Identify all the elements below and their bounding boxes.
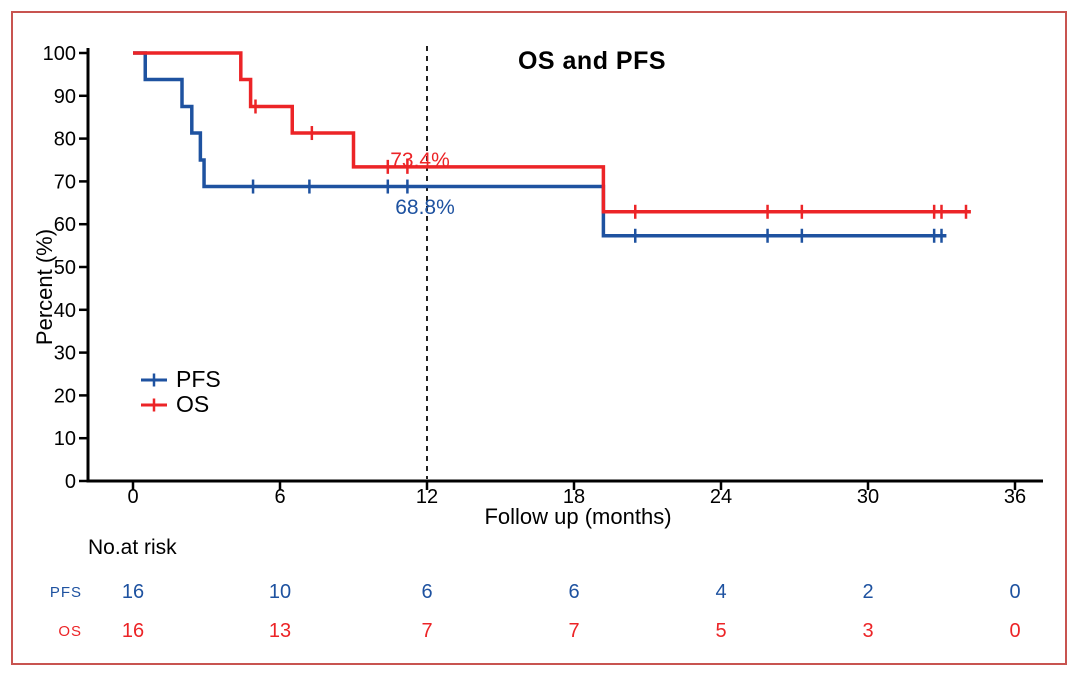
y-tick-label: 80 — [54, 129, 76, 151]
x-tick-label: 30 — [857, 486, 879, 508]
risk-value-os: 3 — [862, 620, 873, 642]
risk-value-os: 5 — [715, 620, 726, 642]
risk-value-os: 13 — [269, 620, 291, 642]
risk-value-os: 7 — [568, 620, 579, 642]
x-tick-label: 6 — [274, 486, 285, 508]
risk-value-os: 16 — [122, 620, 144, 642]
y-tick-label: 30 — [54, 343, 76, 365]
y-tick-label: 70 — [54, 171, 76, 193]
y-tick-label: 40 — [54, 300, 76, 322]
risk-value-pfs: 6 — [568, 581, 579, 603]
y-tick-label: 60 — [54, 214, 76, 236]
x-tick-label: 12 — [416, 486, 438, 508]
risk-value-pfs: 2 — [862, 581, 873, 603]
x-tick-label: 0 — [127, 486, 138, 508]
risk-row-label-os: OS — [58, 623, 82, 640]
y-tick-label: 50 — [54, 257, 76, 279]
risk-row-label-pfs: PFS — [50, 584, 82, 601]
risk-value-pfs: 16 — [122, 581, 144, 603]
risk-value-os: 7 — [421, 620, 432, 642]
x-tick-label: 24 — [710, 486, 732, 508]
risk-value-pfs: 6 — [421, 581, 432, 603]
y-tick-label: 100 — [43, 43, 76, 65]
pfs-curve — [133, 51, 947, 238]
y-tick-label: 20 — [54, 385, 76, 407]
risk-value-pfs: 4 — [715, 581, 726, 603]
os-curve — [133, 51, 971, 214]
risk-value-os: 0 — [1009, 620, 1020, 642]
x-tick-label: 18 — [563, 486, 585, 508]
x-tick-label: 36 — [1004, 486, 1026, 508]
risk-value-pfs: 10 — [269, 581, 291, 603]
y-tick-label: 90 — [54, 86, 76, 108]
y-tick-label: 0 — [65, 471, 76, 493]
risk-value-pfs: 0 — [1009, 581, 1020, 603]
y-tick-label: 10 — [54, 428, 76, 450]
